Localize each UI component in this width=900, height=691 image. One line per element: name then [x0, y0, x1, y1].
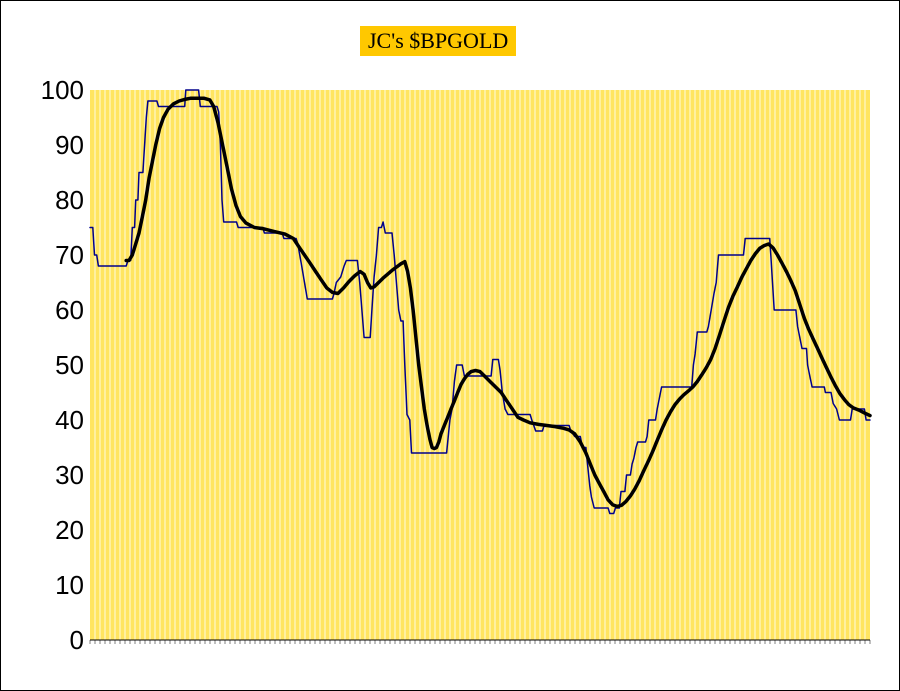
y-tick-label: 20	[55, 515, 84, 545]
y-tick-label: 90	[55, 130, 84, 160]
y-axis-ticks: 0 10 20 30 40 50 60 70 80 90 100	[41, 75, 84, 655]
series-line-thick	[124, 96, 872, 509]
y-tick-label: 10	[55, 570, 84, 600]
y-tick-label: 70	[55, 240, 84, 270]
y-tick-label: 40	[55, 405, 84, 435]
vertical-gridlines	[94, 90, 866, 640]
y-tick-label: 80	[55, 185, 84, 215]
series-lines	[89, 89, 872, 515]
chart-title: JC's $BPGOLD	[360, 26, 517, 56]
x-axis-ticks	[89, 640, 871, 644]
y-tick-label: 60	[55, 295, 84, 325]
y-tick-label: 100	[41, 75, 84, 105]
y-tick-label: 50	[55, 350, 84, 380]
series-line-thin	[89, 89, 871, 515]
y-tick-label: 30	[55, 460, 84, 490]
y-tick-label: 0	[70, 625, 84, 655]
